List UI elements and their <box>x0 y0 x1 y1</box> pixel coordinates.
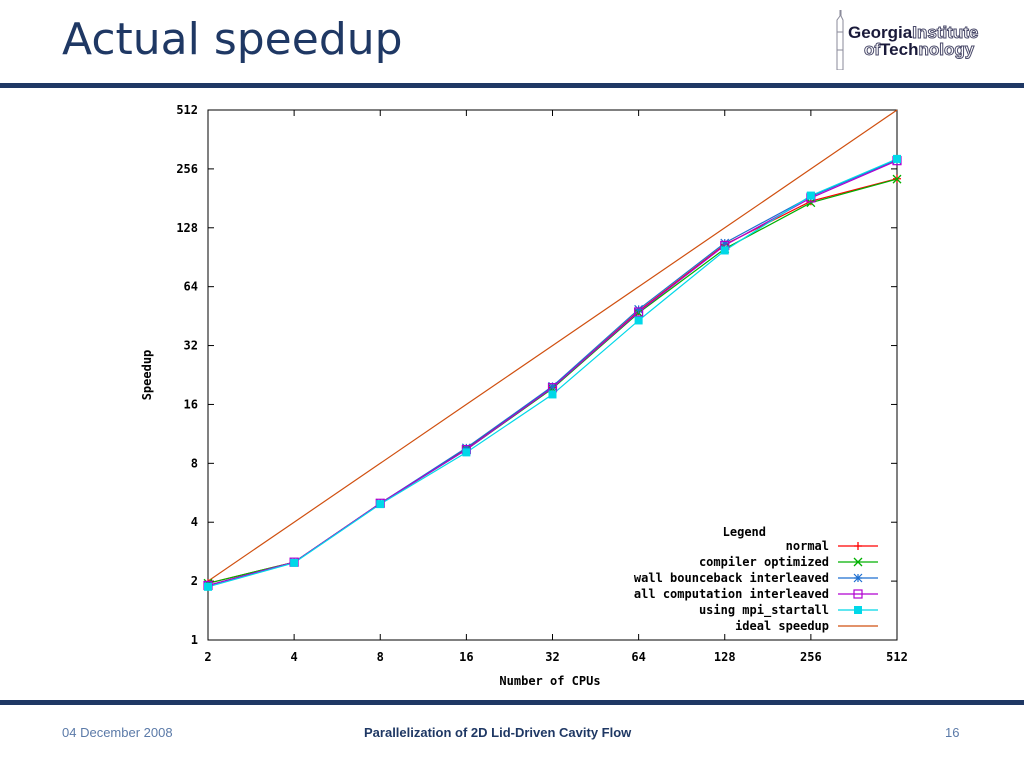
data-point <box>548 390 557 399</box>
legend-label: compiler optimized <box>699 555 829 569</box>
series-line-6 <box>207 109 898 582</box>
x-axis-label: Number of CPUs <box>499 674 600 688</box>
legend-title: Legend <box>723 525 766 539</box>
data-point <box>806 191 815 200</box>
series-line-1 <box>207 178 898 584</box>
data-point <box>290 558 299 567</box>
data-point <box>720 246 729 255</box>
y-tick-label: 512 <box>176 103 198 117</box>
x-tick-label: 64 <box>631 650 645 664</box>
legend-marker <box>853 557 863 567</box>
footer-divider <box>0 700 1024 705</box>
georgia-tech-logo: GeorgiaInstitute ofTechnology <box>834 10 1019 70</box>
data-point <box>461 443 471 453</box>
x-tick-label: 8 <box>377 650 384 664</box>
y-tick-label: 128 <box>176 221 198 235</box>
x-tick-label: 2 <box>204 650 211 664</box>
x-tick-label: 256 <box>800 650 822 664</box>
y-tick-label: 2 <box>191 574 198 588</box>
series-line-5 <box>207 158 898 588</box>
data-point <box>462 448 471 457</box>
series-line-2 <box>207 178 898 584</box>
data-point <box>634 316 643 325</box>
page-number: 16 <box>945 725 960 740</box>
series-line-4 <box>207 160 898 587</box>
title-divider <box>0 83 1024 88</box>
x-tick-label: 512 <box>886 650 908 664</box>
x-tick-label: 16 <box>459 650 473 664</box>
data-point <box>204 582 212 591</box>
y-tick-label: 8 <box>191 456 198 470</box>
logo-word-institute: Institute <box>912 23 979 42</box>
legend-label: using mpi_startall <box>699 603 829 618</box>
legend-label: normal <box>786 539 829 553</box>
legend-label: all computation interleaved <box>634 587 829 601</box>
data-point <box>806 198 816 208</box>
y-tick-label: 4 <box>191 515 198 529</box>
legend-marker <box>853 573 863 583</box>
y-tick-label: 256 <box>176 162 198 176</box>
data-point <box>720 238 730 248</box>
logo-word-georgia: Georgia <box>848 23 913 42</box>
y-tick-label: 1 <box>191 633 198 647</box>
legend-label: wall bounceback interleaved <box>634 571 829 585</box>
logo-line-1: GeorgiaInstitute <box>848 23 979 42</box>
x-tick-label: 128 <box>714 650 736 664</box>
data-point <box>376 500 385 509</box>
data-point <box>893 154 901 163</box>
legend-marker <box>853 589 863 599</box>
legend-marker <box>854 542 862 550</box>
logo-line-2: ofTechnology <box>863 40 975 59</box>
footer-date: 04 December 2008 <box>62 725 173 740</box>
data-point <box>634 307 644 317</box>
y-tick-label: 16 <box>184 397 198 411</box>
logo-word-tech: Tech <box>880 40 919 59</box>
logo-word-of: of <box>863 40 881 59</box>
legend-marker <box>854 606 862 614</box>
y-tick-label: 64 <box>184 280 198 294</box>
series-line-3 <box>207 159 898 587</box>
logo-word-nology: nology <box>918 40 975 59</box>
legend: Legend normal compiler optimized wall boun… <box>634 525 878 633</box>
legend-label: ideal speedup <box>735 619 829 633</box>
y-axis-label: Speedup <box>140 350 154 401</box>
data-point <box>634 304 644 314</box>
slide-title: Actual speedup <box>62 14 403 65</box>
footer-title: Parallelization of 2D Lid-Driven Cavity … <box>364 725 632 740</box>
tower-icon <box>836 10 844 70</box>
data-point <box>548 381 557 391</box>
data-point <box>892 174 902 184</box>
y-tick-label: 32 <box>184 339 198 353</box>
x-tick-label: 4 <box>291 650 298 664</box>
x-tick-label: 32 <box>545 650 559 664</box>
